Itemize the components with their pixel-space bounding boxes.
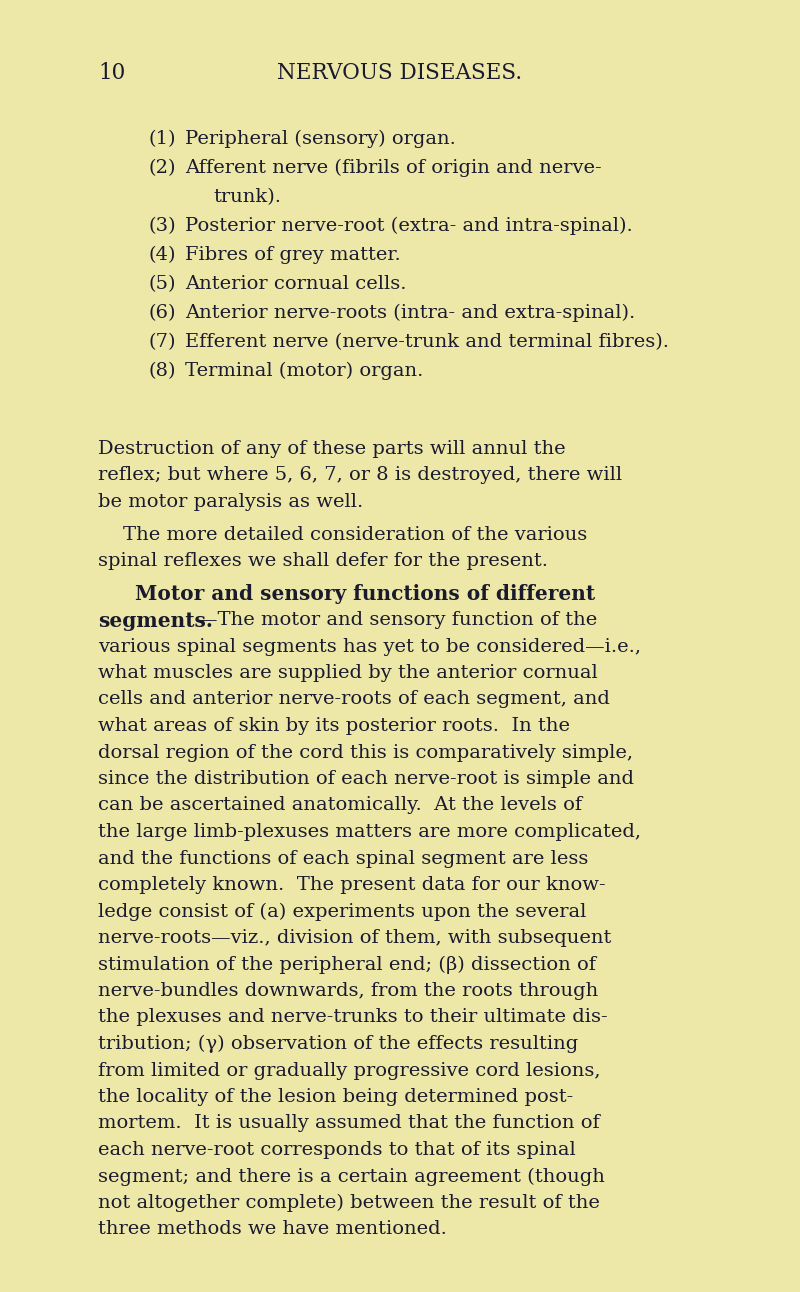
Text: nerve-bundles downwards, from the roots through: nerve-bundles downwards, from the roots …: [98, 982, 598, 1000]
Text: (4): (4): [148, 245, 175, 264]
Text: can be ascertained anatomically.  At the levels of: can be ascertained anatomically. At the …: [98, 796, 582, 814]
Text: dorsal region of the cord this is comparatively simple,: dorsal region of the cord this is compar…: [98, 743, 633, 761]
Text: stimulation of the peripheral end; (β) dissection of: stimulation of the peripheral end; (β) d…: [98, 956, 596, 974]
Text: from limited or gradually progressive cord lesions,: from limited or gradually progressive co…: [98, 1062, 601, 1080]
Text: (2): (2): [148, 159, 175, 177]
Text: (3): (3): [148, 217, 176, 235]
Text: reflex; but where 5, 6, 7, or 8 is destroyed, there will: reflex; but where 5, 6, 7, or 8 is destr…: [98, 466, 622, 484]
Text: the large limb-plexuses matters are more complicated,: the large limb-plexuses matters are more…: [98, 823, 641, 841]
Text: what muscles are supplied by the anterior cornual: what muscles are supplied by the anterio…: [98, 664, 598, 682]
Text: the plexuses and nerve-trunks to their ultimate dis-: the plexuses and nerve-trunks to their u…: [98, 1009, 608, 1027]
Text: ledge consist of (a) experiments upon the several: ledge consist of (a) experiments upon th…: [98, 903, 586, 921]
Text: (5): (5): [148, 275, 175, 293]
Text: —The motor and sensory function of the: —The motor and sensory function of the: [198, 611, 598, 629]
Text: the locality of the lesion being determined post-: the locality of the lesion being determi…: [98, 1088, 574, 1106]
Text: Afferent nerve (fibrils of origin and nerve-: Afferent nerve (fibrils of origin and ne…: [185, 159, 602, 177]
Text: Posterior nerve-root (extra- and intra-spinal).: Posterior nerve-root (extra- and intra-s…: [185, 217, 633, 235]
Text: Motor and sensory functions of different: Motor and sensory functions of different: [135, 584, 595, 605]
Text: 10: 10: [98, 62, 126, 84]
Text: The more detailed consideration of the various: The more detailed consideration of the v…: [98, 526, 587, 544]
Text: and the functions of each spinal segment are less: and the functions of each spinal segment…: [98, 850, 588, 867]
Text: Peripheral (sensory) organ.: Peripheral (sensory) organ.: [185, 130, 456, 149]
Text: not altogether complete) between the result of the: not altogether complete) between the res…: [98, 1194, 600, 1212]
Text: cells and anterior nerve-roots of each segment, and: cells and anterior nerve-roots of each s…: [98, 690, 610, 708]
Text: various spinal segments has yet to be considered—i.e.,: various spinal segments has yet to be co…: [98, 637, 641, 655]
Text: (7): (7): [148, 333, 175, 351]
Text: Terminal (motor) organ.: Terminal (motor) organ.: [185, 362, 423, 380]
Text: completely known.  The present data for our know-: completely known. The present data for o…: [98, 876, 606, 894]
Text: segments.: segments.: [98, 611, 213, 630]
Text: be motor paralysis as well.: be motor paralysis as well.: [98, 494, 363, 512]
Text: tribution; (γ) observation of the effects resulting: tribution; (γ) observation of the effect…: [98, 1035, 578, 1053]
Text: (6): (6): [148, 304, 175, 322]
Text: mortem.  It is usually assumed that the function of: mortem. It is usually assumed that the f…: [98, 1115, 600, 1133]
Text: what areas of skin by its posterior roots.  In the: what areas of skin by its posterior root…: [98, 717, 570, 735]
Text: Efferent nerve (nerve-trunk and terminal fibres).: Efferent nerve (nerve-trunk and terminal…: [185, 333, 669, 351]
Text: Anterior nerve-roots (intra- and extra-spinal).: Anterior nerve-roots (intra- and extra-s…: [185, 304, 635, 322]
Text: (8): (8): [148, 362, 175, 380]
Text: Anterior cornual cells.: Anterior cornual cells.: [185, 275, 406, 293]
Text: trunk).: trunk).: [213, 189, 281, 205]
Text: three methods we have mentioned.: three methods we have mentioned.: [98, 1221, 447, 1239]
Text: spinal reflexes we shall defer for the present.: spinal reflexes we shall defer for the p…: [98, 552, 548, 570]
Text: NERVOUS DISEASES.: NERVOUS DISEASES.: [278, 62, 522, 84]
Text: segment; and there is a certain agreement (though: segment; and there is a certain agreemen…: [98, 1168, 605, 1186]
Text: Fibres of grey matter.: Fibres of grey matter.: [185, 245, 401, 264]
Text: (1): (1): [148, 130, 175, 149]
Text: nerve-roots—viz., division of them, with subsequent: nerve-roots—viz., division of them, with…: [98, 929, 611, 947]
Text: Destruction of any of these parts will annul the: Destruction of any of these parts will a…: [98, 441, 566, 457]
Text: since the distribution of each nerve-root is simple and: since the distribution of each nerve-roo…: [98, 770, 634, 788]
Text: each nerve-root corresponds to that of its spinal: each nerve-root corresponds to that of i…: [98, 1141, 576, 1159]
